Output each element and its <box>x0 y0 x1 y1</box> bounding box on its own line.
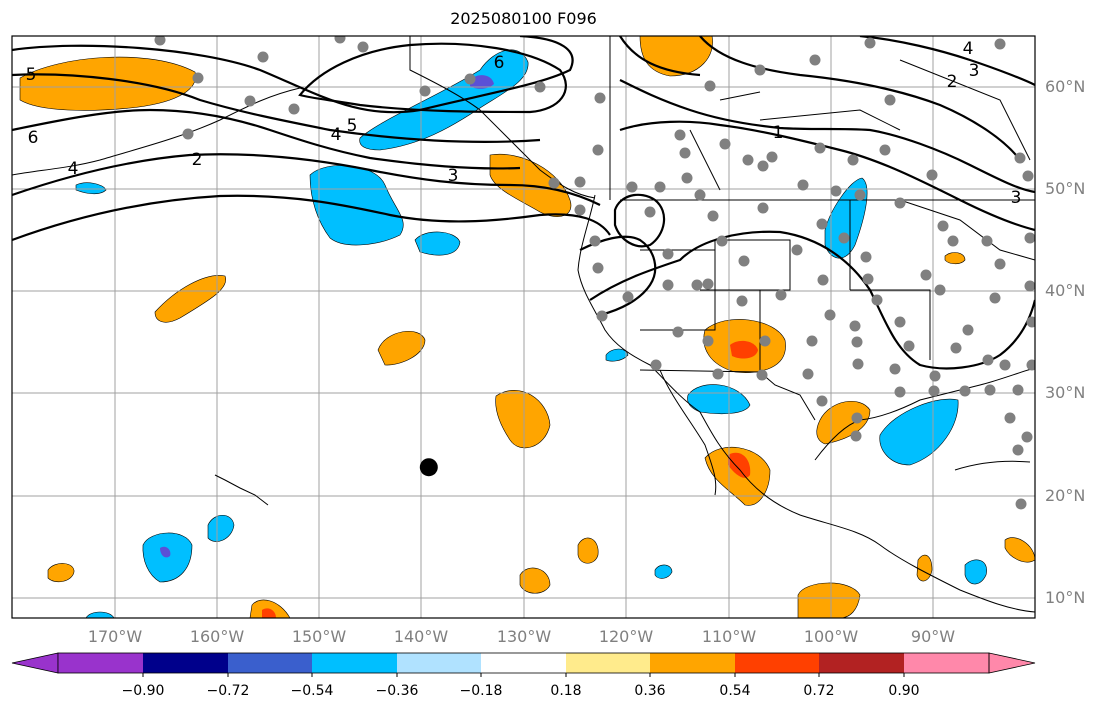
contour-label: 3 <box>448 166 459 186</box>
contour-label: 4 <box>68 159 79 179</box>
colorbar-tick-label: 0.36 <box>634 683 666 699</box>
lon-label: 100°W <box>803 627 859 646</box>
lat-label: 30°N <box>1045 383 1086 402</box>
lat-label: 10°N <box>1045 588 1086 607</box>
lat-label: 40°N <box>1045 281 1086 300</box>
contour-label-group: 5 6 4 2 5 4 6 3 3 2 1 4 3 <box>26 39 1022 208</box>
contour-label: 4 <box>963 39 974 59</box>
lon-label: 120°W <box>598 627 654 646</box>
lat-label: 60°N <box>1045 77 1086 96</box>
colorbar-tick-label: 0.90 <box>888 683 920 699</box>
colorbar-cap-low <box>11 652 59 674</box>
contour-label: 6 <box>28 128 39 148</box>
lon-label: 170°W <box>87 627 143 646</box>
colorbar-tick-label: −0.18 <box>459 683 503 699</box>
lat-label: 20°N <box>1045 486 1086 505</box>
contour-label: 4 <box>331 125 342 145</box>
colorbar-cap-high <box>988 652 1036 674</box>
contour-label: 5 <box>347 116 358 136</box>
station-dots <box>154 36 1035 510</box>
lat-label: 50°N <box>1045 179 1086 198</box>
contour-label: 5 <box>26 65 37 85</box>
height-contours <box>12 36 1035 370</box>
colorbar-tick-label: −0.90 <box>121 683 165 699</box>
contour-label: 3 <box>969 61 980 81</box>
lon-label: 110°W <box>701 627 757 646</box>
colorbar-tick-label: −0.72 <box>206 683 250 699</box>
colorbar-tick-label: 0.18 <box>550 683 582 699</box>
lon-label: 150°W <box>291 627 347 646</box>
contour-label: 6 <box>494 53 505 73</box>
contour-label: 3 <box>1011 188 1022 208</box>
map-title: 2025080100 F096 <box>450 9 597 28</box>
lon-label: 160°W <box>189 627 245 646</box>
colorbar-tick-label: −0.36 <box>375 683 419 699</box>
colorbar-tick-label: 0.54 <box>719 683 751 699</box>
contour-label: 2 <box>947 72 958 92</box>
graticule <box>12 36 1035 618</box>
contour-label: 1 <box>773 123 784 143</box>
lon-label: 90°W <box>910 627 956 646</box>
coastlines <box>12 36 1035 613</box>
lon-label: 140°W <box>393 627 449 646</box>
station-marker <box>419 458 438 477</box>
contour-label: 2 <box>192 150 203 170</box>
lon-label: 130°W <box>496 627 552 646</box>
colorbar <box>11 652 1036 677</box>
map-frame <box>11 35 1036 619</box>
colorbar-tick-label: −0.54 <box>290 683 334 699</box>
colorbar-tick-label: 0.72 <box>803 683 835 699</box>
